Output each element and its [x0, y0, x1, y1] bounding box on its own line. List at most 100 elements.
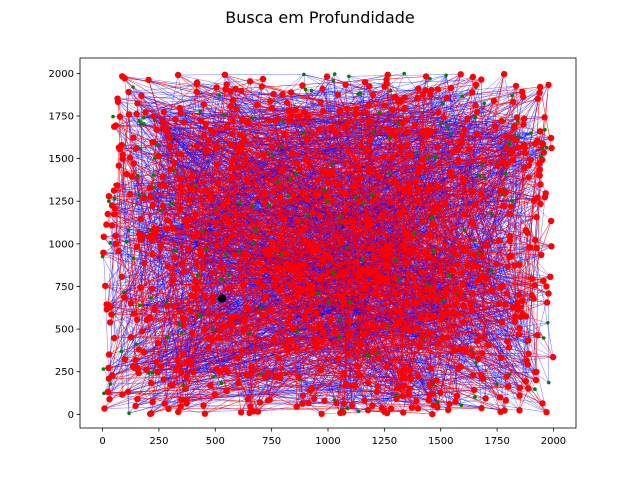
visited-node: [184, 223, 191, 230]
visited-node: [338, 293, 345, 300]
visited-node: [370, 348, 377, 355]
visited-node: [371, 267, 379, 274]
visited-node: [418, 269, 425, 277]
unvisited-node: [432, 249, 436, 254]
visited-node: [519, 310, 526, 318]
visited-node: [333, 400, 340, 407]
visited-node: [341, 218, 348, 225]
visited-node: [427, 91, 434, 98]
visited-node: [442, 199, 449, 206]
visited-node: [334, 91, 341, 99]
visited-node: [277, 286, 284, 294]
visited-node: [392, 290, 399, 297]
visited-node: [326, 318, 333, 325]
visited-node: [123, 170, 130, 178]
visited-node: [340, 369, 347, 377]
visited-node: [537, 200, 544, 208]
visited-node: [405, 390, 412, 398]
visited-node: [259, 75, 267, 83]
visited-node: [420, 295, 427, 302]
visited-node: [525, 385, 532, 392]
visited-node: [473, 130, 480, 137]
visited-node: [396, 369, 404, 376]
unvisited-node: [441, 298, 445, 303]
visited-node: [200, 132, 207, 139]
visited-node: [177, 110, 184, 117]
y-tick-label: 750: [55, 282, 74, 293]
visited-node: [520, 93, 527, 101]
unvisited-node: [302, 72, 306, 77]
visited-node: [462, 346, 469, 354]
visited-node: [208, 336, 215, 343]
visited-node: [366, 136, 373, 144]
visited-node: [178, 260, 185, 267]
visited-node: [169, 277, 176, 284]
visited-node: [469, 89, 476, 96]
visited-node: [222, 213, 229, 220]
visited-node: [412, 283, 419, 290]
visited-node: [250, 408, 257, 415]
unvisited-node: [127, 411, 131, 416]
visited-node: [541, 114, 548, 121]
visited-node: [282, 343, 289, 350]
visited-node: [259, 282, 267, 290]
visited-node: [154, 369, 161, 376]
x-tick-label: 1500: [428, 436, 453, 447]
visited-node: [258, 83, 266, 90]
visited-node: [407, 151, 414, 158]
visited-node: [478, 191, 485, 198]
visited-node: [284, 295, 292, 302]
visited-node: [324, 178, 332, 185]
visited-node: [126, 190, 134, 198]
visited-node: [240, 280, 247, 288]
visited-node: [306, 239, 314, 247]
visited-node: [516, 407, 523, 414]
visited-node: [423, 132, 430, 140]
visited-node: [353, 362, 361, 369]
visited-node: [373, 388, 381, 395]
visited-node: [177, 150, 184, 158]
visited-node: [236, 131, 244, 139]
visited-node: [297, 270, 304, 277]
visited-node: [271, 281, 279, 288]
visited-node: [437, 268, 445, 275]
visited-node: [270, 188, 277, 195]
visited-node: [268, 104, 275, 112]
unvisited-node: [441, 102, 445, 106]
visited-node: [254, 408, 262, 415]
visited-node: [301, 236, 309, 244]
visited-node: [145, 76, 152, 84]
visited-node: [418, 315, 425, 322]
unvisited-node: [433, 155, 438, 160]
visited-node: [138, 328, 146, 335]
visited-node: [540, 149, 547, 156]
unvisited-node: [332, 72, 337, 76]
visited-node: [439, 334, 446, 341]
visited-node: [260, 151, 268, 158]
visited-node: [114, 182, 121, 189]
visited-node: [528, 292, 535, 299]
visited-node: [328, 124, 335, 131]
visited-node: [384, 125, 392, 132]
unvisited-node: [279, 253, 284, 257]
visited-node: [357, 142, 364, 149]
visited-node: [418, 334, 426, 341]
visited-node: [148, 237, 155, 244]
visited-node: [422, 87, 429, 94]
visited-node: [163, 217, 171, 224]
unvisited-node: [541, 336, 546, 340]
visited-node: [404, 141, 411, 149]
visited-node: [127, 300, 134, 307]
visited-node: [415, 85, 422, 92]
visited-node: [456, 310, 463, 317]
visited-node: [228, 232, 236, 239]
visited-node: [230, 157, 237, 164]
visited-node: [493, 260, 500, 268]
visited-node: [461, 126, 468, 134]
start-node: [217, 294, 227, 303]
visited-node: [450, 347, 457, 354]
visited-node: [287, 89, 295, 96]
visited-node: [361, 79, 369, 86]
visited-node: [479, 350, 486, 357]
visited-node: [289, 325, 296, 332]
